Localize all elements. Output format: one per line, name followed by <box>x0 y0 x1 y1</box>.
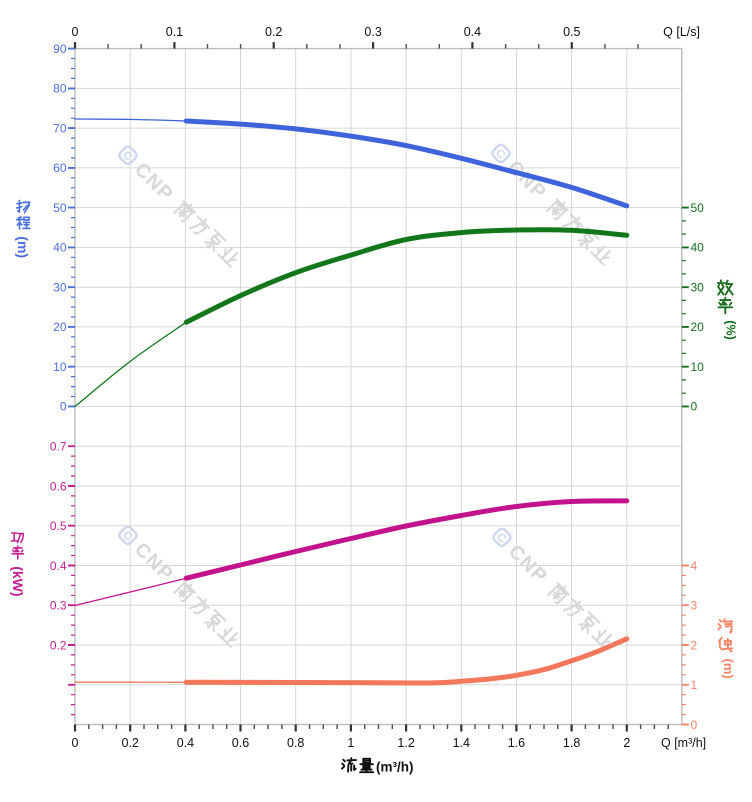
svg-text:0: 0 <box>60 400 67 414</box>
svg-text:(kW): (kW) <box>10 566 26 596</box>
svg-text:10: 10 <box>691 360 705 374</box>
svg-text:0.3: 0.3 <box>364 25 381 39</box>
svg-text:0.2: 0.2 <box>50 638 67 652</box>
svg-text:1.8: 1.8 <box>563 736 580 750</box>
svg-text:70: 70 <box>53 121 67 135</box>
svg-text:80: 80 <box>53 82 67 96</box>
svg-text:0.1: 0.1 <box>166 25 183 39</box>
svg-text:2: 2 <box>623 736 630 750</box>
svg-text:0.6: 0.6 <box>50 479 67 493</box>
svg-text:(m): (m) <box>721 659 736 679</box>
svg-text:40: 40 <box>53 241 67 255</box>
svg-text:50: 50 <box>53 201 67 215</box>
svg-text:40: 40 <box>691 241 705 255</box>
svg-text:0.2: 0.2 <box>265 25 282 39</box>
svg-text:Q [m³/h]: Q [m³/h] <box>661 736 706 750</box>
svg-text:0.4: 0.4 <box>464 25 481 39</box>
svg-text:0.4: 0.4 <box>177 736 194 750</box>
svg-text:(m): (m) <box>15 236 31 258</box>
svg-text:20: 20 <box>53 320 67 334</box>
svg-text:0: 0 <box>691 718 698 732</box>
svg-text:0.3: 0.3 <box>50 599 67 613</box>
svg-text:1.6: 1.6 <box>508 736 525 750</box>
svg-text:1.4: 1.4 <box>453 736 470 750</box>
svg-text:0.7: 0.7 <box>50 440 67 454</box>
svg-text:0.8: 0.8 <box>287 736 304 750</box>
svg-text:Q [L/s]: Q [L/s] <box>663 25 700 39</box>
svg-text:90: 90 <box>53 42 67 56</box>
svg-text:2: 2 <box>691 638 698 652</box>
svg-text:1: 1 <box>691 678 698 692</box>
svg-text:(m³/h): (m³/h) <box>376 760 414 775</box>
svg-text:30: 30 <box>53 281 67 295</box>
svg-text:0.2: 0.2 <box>122 736 139 750</box>
svg-text:0.4: 0.4 <box>50 559 67 573</box>
svg-text:(%): (%) <box>723 320 737 339</box>
svg-text:0: 0 <box>691 400 698 414</box>
svg-text:60: 60 <box>53 161 67 175</box>
svg-text:1.2: 1.2 <box>397 736 414 750</box>
svg-text:3: 3 <box>691 599 698 613</box>
svg-text:0: 0 <box>72 25 79 39</box>
svg-text:0.5: 0.5 <box>50 519 67 533</box>
svg-text:0.5: 0.5 <box>563 25 580 39</box>
svg-text:0: 0 <box>72 736 79 750</box>
svg-text:1: 1 <box>347 736 354 750</box>
svg-text:10: 10 <box>53 360 67 374</box>
svg-text:20: 20 <box>691 320 705 334</box>
svg-text:4: 4 <box>691 559 698 573</box>
svg-text:30: 30 <box>691 281 705 295</box>
svg-text:0.6: 0.6 <box>232 736 249 750</box>
svg-text:50: 50 <box>691 201 705 215</box>
